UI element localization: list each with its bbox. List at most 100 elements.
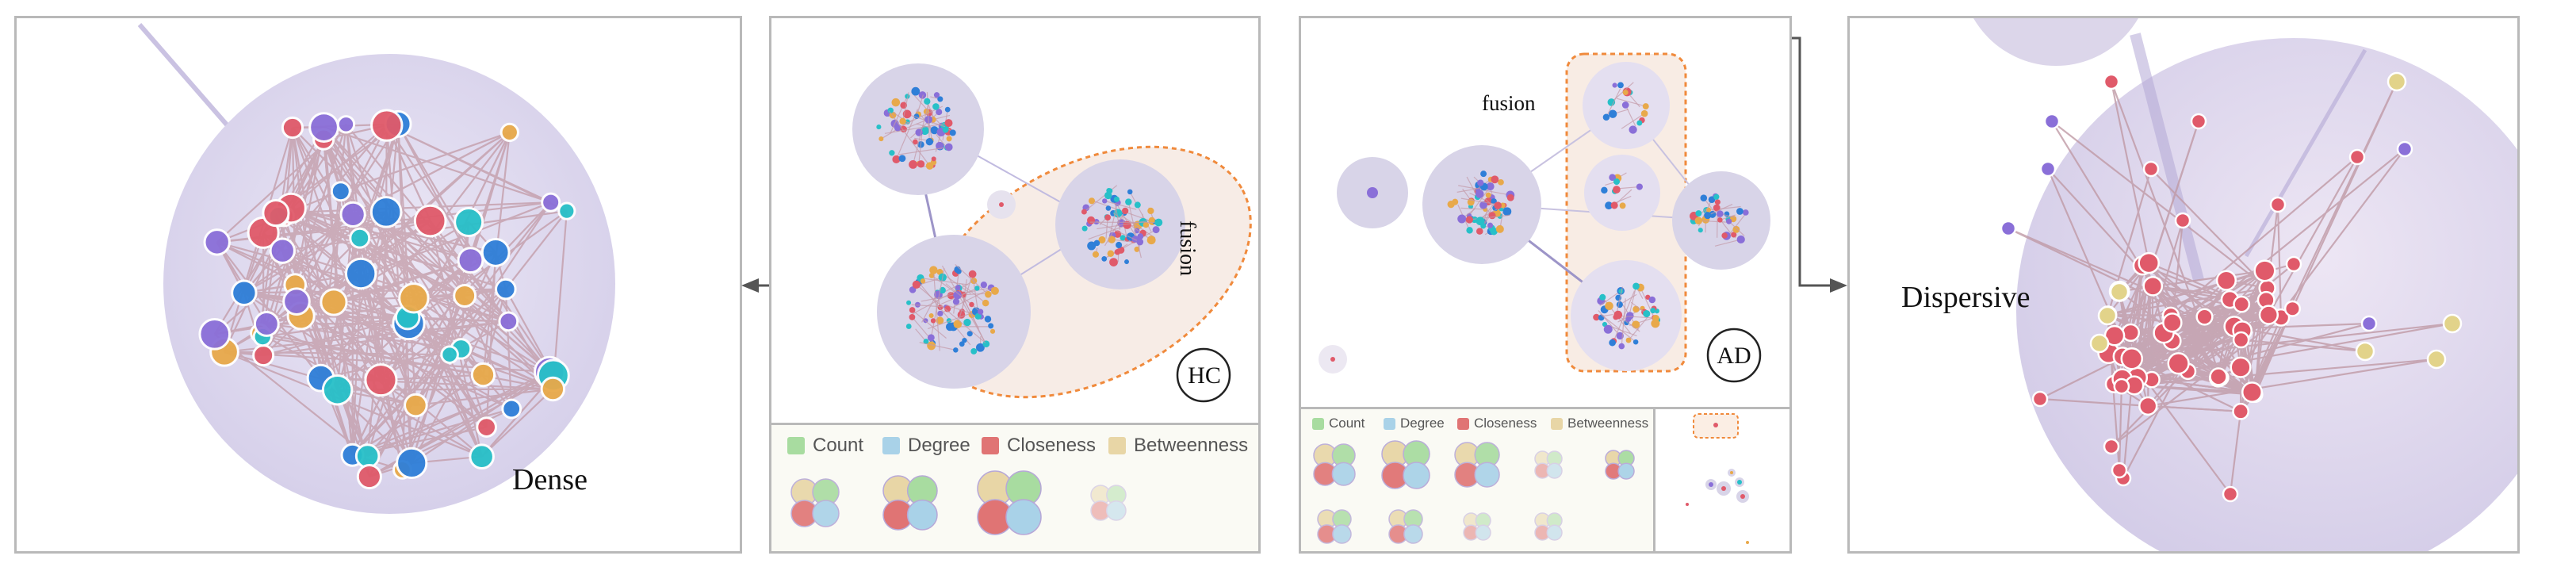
ad-node: [1505, 207, 1511, 214]
hc-node: [1087, 216, 1096, 224]
ad-minimap: [1653, 409, 1789, 551]
hc-node: [1093, 240, 1100, 247]
hc-node: [937, 96, 944, 102]
hc-node: [925, 162, 934, 170]
dense-node: [308, 112, 339, 143]
hc-node: [936, 109, 943, 116]
hc-node: [929, 266, 938, 274]
hc-node: [968, 270, 977, 278]
ad-node: [1714, 199, 1721, 205]
hc-node: [909, 307, 916, 313]
hc-node: [1122, 207, 1129, 215]
ad-legend-count: Count: [1312, 416, 1365, 431]
ad-legend-count-swatch: [1312, 417, 1324, 430]
ad-node: [1650, 308, 1656, 314]
ad-node: [1601, 186, 1608, 194]
hc-badge-label: HC: [1188, 362, 1221, 389]
hc-node: [1152, 226, 1160, 234]
dispersive-node: [2209, 367, 2228, 386]
hc-node: [953, 347, 959, 353]
ad-legend-closeness-swatch: [1457, 417, 1469, 430]
ad-node: [1717, 210, 1724, 217]
dispersive-node: [2111, 462, 2128, 479]
hc-node: [1114, 249, 1121, 255]
ad-node: [1617, 82, 1624, 89]
hc-node: [1143, 221, 1150, 228]
ad-node: [1625, 312, 1634, 320]
dense-node: [476, 416, 498, 438]
ad-node: [1609, 339, 1616, 347]
hc-node: [1123, 220, 1131, 229]
ad-node: [1485, 192, 1491, 198]
dispersive-label: Dispersive: [1901, 281, 2031, 314]
dense-node: [453, 284, 477, 308]
ad-legend-closeness: Closeness: [1457, 416, 1537, 431]
dense-node: [330, 181, 351, 202]
ad-node: [1632, 339, 1639, 345]
dispersive-node: [2142, 275, 2164, 297]
dense-graph: [137, 23, 615, 514]
ad-node: [1636, 120, 1643, 126]
hc-node: [1108, 236, 1116, 243]
ad-node: [1476, 190, 1484, 198]
dispersive-node: [2215, 270, 2237, 291]
hc-node: [898, 155, 906, 163]
ad-node: [1602, 113, 1610, 121]
ad-node: [1612, 82, 1617, 88]
hc-node: [932, 103, 940, 110]
legend-betweenness-swatch: [1108, 437, 1126, 454]
ad-fusion-label: fusion: [1482, 91, 1536, 115]
dense-node: [413, 204, 447, 238]
hc-node: [1116, 241, 1123, 249]
dispersive-node: [2232, 402, 2249, 420]
hc-node: [984, 316, 992, 323]
hc-glyph: [790, 478, 840, 527]
legend-count: Count: [787, 435, 863, 457]
ad-minimap-graph: [1686, 413, 1749, 544]
dense-node: [470, 362, 496, 388]
hc-node: [909, 314, 916, 320]
legend-closeness-swatch: [982, 437, 999, 454]
dense-node: [557, 201, 576, 220]
hc-node: [1113, 196, 1120, 202]
hc-glyph: [1090, 485, 1127, 521]
dense-node: [369, 196, 403, 228]
hc-node: [1125, 198, 1132, 205]
hc-node: [876, 125, 882, 130]
ad-badge-circle: [1706, 328, 1762, 383]
hc-node: [966, 331, 973, 337]
dispersive-node: [2174, 212, 2191, 229]
hc-node: [976, 343, 985, 352]
legend-degree-swatch: [882, 437, 900, 454]
hc-glyph: [882, 475, 938, 531]
ad-legend-betweenness: Betweenness: [1551, 416, 1648, 431]
ad-node: [1466, 227, 1473, 234]
ad-node: [1651, 319, 1660, 328]
ad-node: [1642, 103, 1649, 110]
dispersive-node: [2195, 308, 2214, 326]
dispersive-node: [2190, 113, 2207, 130]
hc-node: [1136, 238, 1144, 246]
ad-node: [1610, 201, 1618, 209]
dispersive-node: [2167, 352, 2190, 375]
hc-node: [969, 301, 974, 308]
ad-node: [1613, 310, 1623, 320]
hc-node: [931, 156, 936, 162]
dense-node: [440, 345, 459, 364]
ad-node: [1605, 201, 1613, 210]
hc-node: [1081, 225, 1088, 232]
dispersive-node: [2283, 300, 2301, 317]
ad-glyph: [1388, 509, 1423, 544]
dispersive-node: [2120, 347, 2143, 370]
dense-node: [500, 122, 519, 143]
ad-glyph: [1313, 443, 1356, 486]
hc-node: [878, 136, 884, 142]
dense-node: [541, 192, 561, 213]
hc-node: [1120, 235, 1126, 241]
dispersive-node: [2232, 331, 2250, 349]
hc-node: [920, 278, 926, 284]
dense-node: [282, 287, 311, 316]
hc-node: [959, 341, 965, 347]
dense-node: [344, 257, 377, 290]
dispersive-node: [2039, 160, 2057, 178]
